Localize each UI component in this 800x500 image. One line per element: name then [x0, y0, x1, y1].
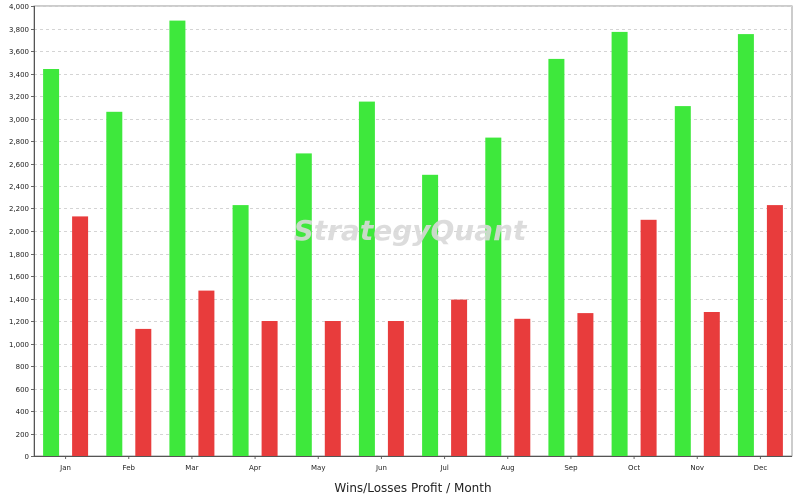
bar-wins [485, 137, 502, 456]
x-tick-label: Aug [501, 464, 515, 472]
bar-wins [295, 153, 312, 456]
bar-losses [766, 205, 783, 456]
bar-wins [611, 31, 628, 457]
bar-losses [640, 219, 657, 457]
bar-losses [514, 318, 531, 457]
y-tick-label: 2,000 [9, 228, 29, 236]
y-tick-label: 3,600 [9, 48, 29, 56]
bar-wins [737, 34, 754, 456]
y-tick-label: 1,200 [9, 318, 29, 326]
y-tick-label: 2,600 [9, 161, 29, 169]
y-tick-label: 400 [16, 408, 29, 416]
bar-wins [422, 174, 439, 457]
bar-losses [577, 313, 594, 456]
y-tick-label: 2,200 [9, 205, 29, 213]
bar-losses [703, 312, 720, 456]
x-tick-label: Apr [249, 464, 261, 472]
x-tick-label: Jun [375, 464, 387, 472]
bar-losses [198, 290, 215, 456]
x-tick-label: Mar [185, 464, 198, 472]
bar-wins [548, 58, 565, 457]
x-tick-label: Dec [754, 464, 768, 472]
bar-wins [106, 111, 123, 457]
bar-losses [324, 321, 341, 456]
y-tick-label: 2,400 [9, 183, 29, 191]
x-tick-label: Sep [564, 464, 578, 472]
x-tick-label: Jul [439, 464, 449, 472]
bar-losses [451, 299, 468, 456]
x-axis-title: Wins/Losses Profit / Month [334, 481, 491, 495]
x-tick-label: May [311, 464, 325, 472]
bar-losses [72, 216, 89, 456]
x-tick-label: Oct [628, 464, 640, 472]
x-tick-label: Feb [123, 464, 136, 472]
y-tick-label: 3,000 [9, 116, 29, 124]
y-tick-label: 3,800 [9, 26, 29, 34]
bar-wins [169, 20, 186, 456]
bar-wins [358, 101, 375, 456]
y-tick-label: 600 [16, 386, 29, 394]
y-tick-label: 1,800 [9, 251, 29, 259]
watermark-logo: StrategyQuant [294, 214, 528, 247]
y-tick-label: 2,800 [9, 138, 29, 146]
y-tick-label: 1,400 [9, 296, 29, 304]
x-tick-label: Jan [59, 464, 71, 472]
bar-losses [387, 321, 404, 456]
y-tick-label: 1,600 [9, 273, 29, 281]
bar-losses [135, 328, 152, 456]
y-tick-label: 800 [16, 363, 29, 371]
y-tick-label: 3,200 [9, 93, 29, 101]
y-tick-label: 1,000 [9, 341, 29, 349]
bar-wins [232, 205, 249, 456]
x-tick-label: Nov [690, 464, 704, 472]
y-tick-label: 4,000 [9, 3, 29, 11]
bar-wins [674, 106, 691, 456]
y-tick-label: 200 [16, 431, 29, 439]
y-tick-label: 3,400 [9, 71, 29, 79]
y-tick-label: 0 [25, 453, 29, 461]
bar-wins [43, 69, 60, 456]
bar-losses [261, 321, 278, 456]
plot-layer: 0 200 400 600 800 1,000 1,200 1,400 1,600 1,800 2,… [9, 3, 793, 472]
